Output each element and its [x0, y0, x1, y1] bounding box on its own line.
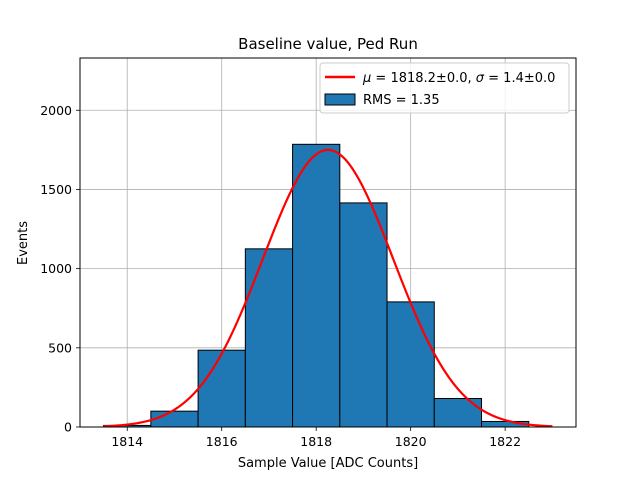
y-tick-label: 2000	[40, 103, 72, 118]
legend-mu-text: = 1818.2±0.0,	[371, 71, 475, 86]
histogram-bar	[244, 248, 294, 428]
histogram-bar	[292, 143, 341, 428]
y-tick-label: 500	[48, 340, 72, 355]
legend-sigma-text: = 1.4±0.0	[484, 71, 555, 86]
legend: μ = 1818.2±0.0, σ = 1.4±0.0 RMS = 1.35	[319, 62, 570, 114]
x-tick-label: 1816	[206, 434, 238, 449]
y-tick-label: 1500	[40, 182, 72, 197]
x-tick-label: 1822	[489, 434, 521, 449]
chart-title: Baseline value, Ped Run	[238, 35, 418, 53]
y-tick-label: 1000	[40, 261, 72, 276]
legend-mu-symbol: μ	[362, 71, 371, 86]
histogram-bar	[386, 301, 435, 428]
legend-hist-label: RMS = 1.35	[363, 93, 440, 108]
x-tick-label: 1818	[300, 434, 332, 449]
y-axis-ticks: 0 500 1000 1500 2000	[40, 103, 80, 435]
y-axis-label: Events	[16, 221, 31, 265]
y-tick-label: 0	[64, 420, 72, 435]
fit-curve-layer	[103, 148, 553, 428]
x-tick-label: 1814	[111, 434, 143, 449]
x-axis-label: Sample Value [ADC Counts]	[238, 456, 418, 471]
histogram-bar	[339, 202, 388, 428]
axes-frame	[79, 57, 577, 428]
x-tick-label: 1820	[395, 434, 427, 449]
legend-hist-swatch	[324, 93, 356, 106]
histogram-bar	[150, 410, 199, 428]
legend-fit-label: μ = 1818.2±0.0, σ = 1.4±0.0	[362, 71, 555, 86]
x-axis-ticks: 1814 1816 1818 1820 1822	[111, 427, 521, 449]
gaussian-fit-curve	[103, 148, 553, 428]
histogram-bar	[433, 397, 483, 428]
histogram-bar	[197, 349, 246, 428]
legend-sigma-symbol: σ	[476, 71, 485, 86]
legend-box	[319, 62, 570, 114]
